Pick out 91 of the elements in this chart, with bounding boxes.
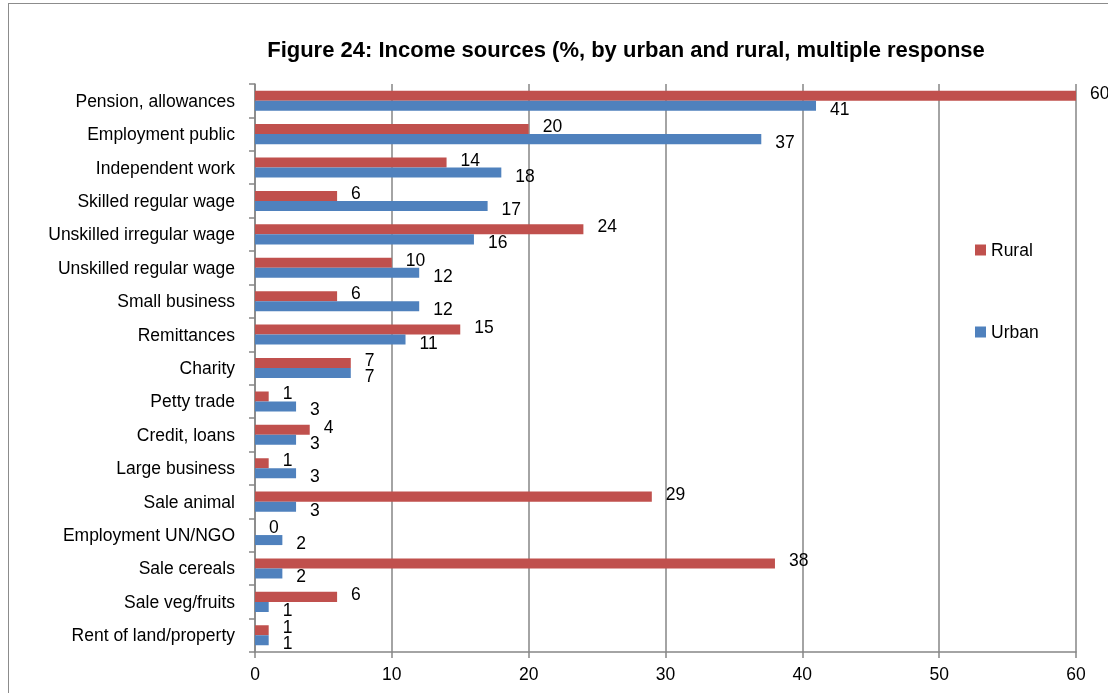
data-label: 4 xyxy=(323,416,334,437)
y-tick-label: Skilled regular wage xyxy=(77,190,235,211)
bar xyxy=(255,601,269,612)
bar xyxy=(255,324,461,335)
bar xyxy=(255,591,338,602)
bar xyxy=(255,535,283,546)
y-tick-label: Sale veg/fruits xyxy=(124,591,236,612)
x-tick-label: 40 xyxy=(792,664,813,684)
data-label: 0 xyxy=(269,517,279,538)
data-label: 41 xyxy=(830,98,850,119)
data-label: 1 xyxy=(282,633,293,654)
y-tick-label: Unskilled regular wage xyxy=(57,257,235,278)
bar xyxy=(255,424,310,435)
bar xyxy=(255,224,584,235)
y-tick-label: Petty trade xyxy=(150,391,235,412)
bar xyxy=(255,357,351,368)
bar xyxy=(255,134,762,145)
y-tick-label: Unskilled irregular wage xyxy=(48,224,235,245)
y-tick-label: Charity xyxy=(179,358,236,378)
x-tick-label: 20 xyxy=(518,664,539,684)
data-label: 20 xyxy=(542,116,563,137)
bar xyxy=(255,157,447,168)
y-tick-label: Large business xyxy=(116,458,236,479)
bar xyxy=(255,334,406,345)
y-tick-label: Employment public xyxy=(87,124,236,145)
x-tick-label: 0 xyxy=(250,664,261,684)
data-label: 1 xyxy=(282,383,293,404)
data-label: 1 xyxy=(282,450,293,471)
bar xyxy=(255,200,488,211)
y-tick-label: Independent work xyxy=(95,157,236,178)
data-label: 2 xyxy=(296,533,307,554)
bar xyxy=(255,568,283,579)
bar xyxy=(255,124,529,135)
bar xyxy=(255,167,502,178)
bar xyxy=(255,90,1076,101)
bar xyxy=(255,100,817,111)
y-tick-label: Pension, allowances xyxy=(75,90,236,111)
bar xyxy=(255,625,269,636)
data-label: 17 xyxy=(501,198,522,219)
data-label: 15 xyxy=(474,316,494,337)
y-tick-label: Credit, loans xyxy=(136,424,236,445)
data-label: 3 xyxy=(310,432,320,453)
data-label: 29 xyxy=(665,483,686,504)
bar xyxy=(255,234,474,245)
y-tick-label: Remittances xyxy=(137,324,236,345)
data-label: 3 xyxy=(310,466,320,487)
bar xyxy=(255,434,297,445)
bar xyxy=(255,458,269,469)
data-label: 2 xyxy=(296,566,307,587)
x-tick-label: 50 xyxy=(929,664,950,684)
bar xyxy=(255,491,652,502)
data-label: 14 xyxy=(460,149,481,170)
bar xyxy=(255,468,297,479)
data-label: 6 xyxy=(351,182,361,203)
bar xyxy=(255,190,338,201)
data-label: 60 xyxy=(1090,82,1108,103)
data-label: 24 xyxy=(597,216,618,237)
data-label: 11 xyxy=(419,332,438,353)
x-tick-label: 30 xyxy=(655,664,676,684)
data-label: 1 xyxy=(282,599,293,620)
bar xyxy=(255,635,269,646)
y-tick-label: Small business xyxy=(117,291,236,312)
y-tick-label: Rent of land/property xyxy=(71,625,236,646)
data-label: 12 xyxy=(433,299,453,320)
data-label: 38 xyxy=(788,550,809,571)
bar xyxy=(255,291,338,302)
data-label: 10 xyxy=(405,249,426,270)
bar xyxy=(255,257,392,268)
legend-label: Rural xyxy=(991,240,1033,260)
y-tick-label: Sale cereals xyxy=(138,558,236,579)
bar xyxy=(255,391,269,402)
data-label: 37 xyxy=(775,132,795,153)
data-label: 16 xyxy=(487,232,508,253)
x-tick-label: 10 xyxy=(382,664,402,684)
data-label: 3 xyxy=(310,499,320,520)
data-label: 12 xyxy=(433,265,453,286)
x-tick-label: 60 xyxy=(1066,664,1086,684)
bar xyxy=(255,267,420,278)
legend-label: Urban xyxy=(991,322,1039,342)
bar xyxy=(255,301,420,312)
bar xyxy=(255,401,297,412)
bar xyxy=(255,501,297,512)
data-label: 18 xyxy=(515,165,535,186)
data-label: 6 xyxy=(351,583,361,604)
bar xyxy=(255,558,775,569)
bar xyxy=(255,368,351,379)
data-label: 3 xyxy=(310,399,320,420)
y-tick-label: Employment UN/NGO xyxy=(62,525,235,546)
data-label: 6 xyxy=(351,283,361,304)
y-tick-label: Sale animal xyxy=(143,491,235,512)
chart-title: Figure 24: Income sources (%, by urban and rural, multiple response xyxy=(267,36,985,62)
